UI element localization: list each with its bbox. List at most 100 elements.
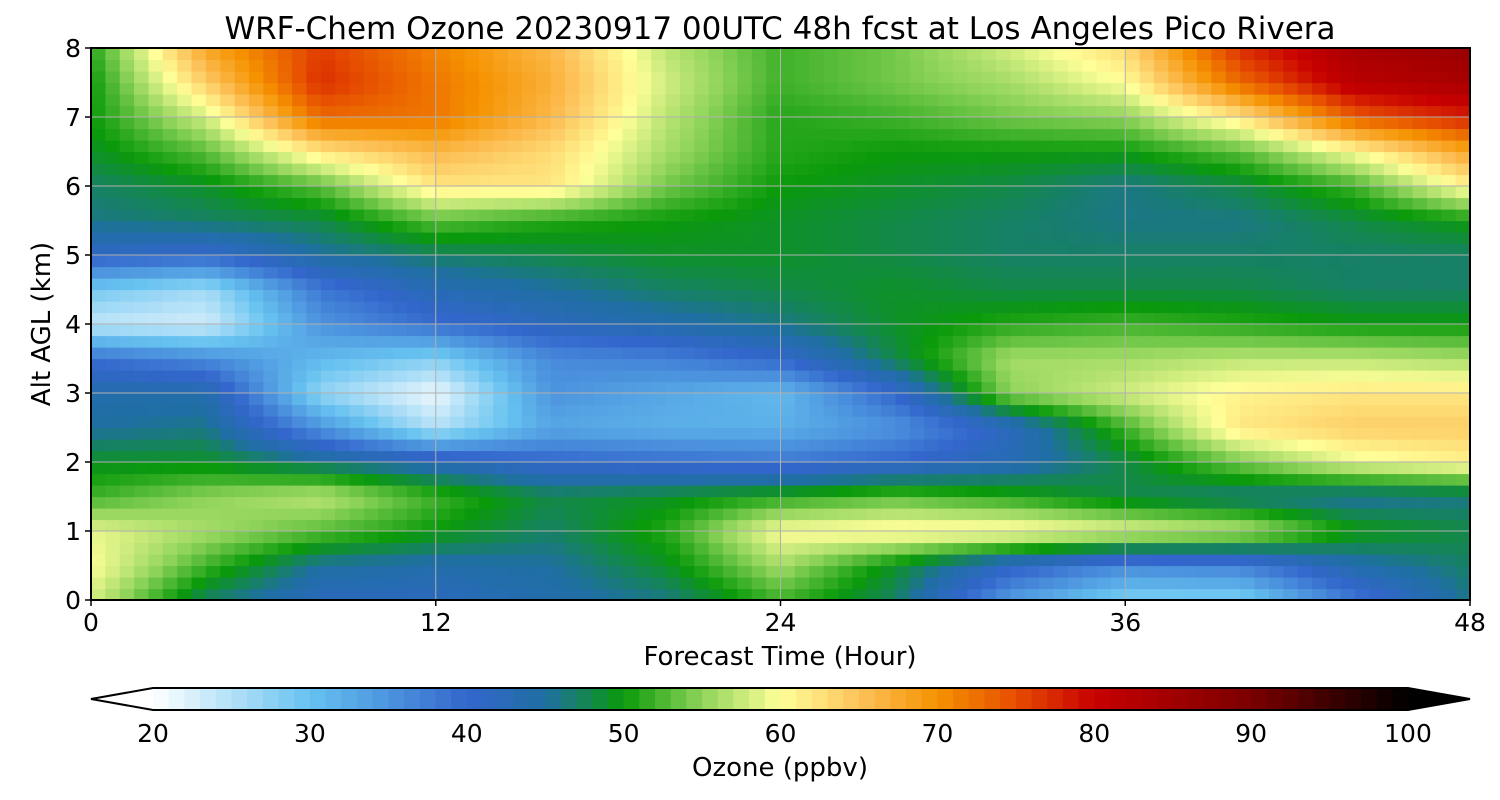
heatmap-cell (363, 324, 379, 337)
heatmap-cell (1024, 266, 1040, 279)
heatmap-cell (1283, 508, 1299, 521)
heatmap-cell (1125, 289, 1141, 302)
heatmap-cell (191, 186, 207, 199)
heatmap-cell (1283, 358, 1299, 371)
heatmap-cell (1010, 71, 1026, 84)
heatmap-cell (435, 588, 451, 600)
heatmap-cell (407, 393, 422, 406)
heatmap-cell (320, 278, 336, 291)
heatmap-cell (1426, 473, 1442, 486)
heatmap-cell (751, 255, 767, 268)
heatmap-cell (105, 347, 121, 360)
heatmap-cell (1053, 186, 1069, 199)
heatmap-cell (1254, 358, 1270, 371)
heatmap-cell (234, 554, 250, 567)
heatmap-cell (234, 496, 250, 509)
x-tick-label: 0 (83, 608, 99, 637)
colorbar-segment (341, 688, 358, 710)
heatmap-cell (148, 565, 164, 578)
heatmap-cell (292, 577, 308, 590)
heatmap-cell (938, 370, 954, 383)
heatmap-cell (823, 128, 839, 141)
heatmap-cell (1297, 381, 1313, 394)
heatmap-cell (1455, 289, 1470, 302)
heatmap-cell (478, 163, 494, 176)
heatmap-cell (866, 335, 882, 348)
heatmap-cell (1024, 404, 1040, 417)
heatmap-cell (220, 243, 236, 256)
heatmap-cell (737, 186, 753, 199)
heatmap-cell (162, 554, 178, 567)
heatmap-cell (837, 278, 853, 291)
heatmap-cell (1153, 485, 1169, 498)
heatmap-cell (780, 519, 796, 532)
heatmap-cell (1383, 519, 1399, 532)
heatmap-cell (277, 209, 293, 222)
heatmap-cell (263, 324, 279, 337)
heatmap-cell (1182, 163, 1198, 176)
heatmap-cell (636, 439, 652, 452)
heatmap-cell (1326, 473, 1342, 486)
heatmap-cell (1139, 289, 1155, 302)
heatmap-cell (881, 289, 897, 302)
heatmap-cell (579, 370, 595, 383)
heatmap-cell (1254, 105, 1270, 118)
heatmap-cell (363, 186, 379, 199)
heatmap-cell (464, 324, 480, 337)
colorbar-tick-label: 50 (608, 719, 640, 748)
heatmap-cell (191, 255, 207, 268)
heatmap-cell (593, 370, 609, 383)
heatmap-cell (464, 404, 480, 417)
heatmap-cell (1225, 496, 1241, 509)
heatmap-cell (1240, 335, 1256, 348)
colorbar-segment (670, 688, 687, 710)
heatmap-cell (1297, 117, 1313, 130)
heatmap-cell (1082, 335, 1098, 348)
heatmap-cell (579, 151, 595, 164)
heatmap-cell (1240, 358, 1256, 371)
heatmap-cell (995, 94, 1011, 107)
heatmap-cell (881, 140, 897, 153)
heatmap-cell (1039, 347, 1055, 360)
heatmap-cell (421, 255, 437, 268)
heatmap-cell (823, 209, 839, 222)
heatmap-cell (952, 554, 968, 567)
heatmap-cell (967, 358, 983, 371)
heatmap-cell (105, 151, 121, 164)
heatmap-cell (1426, 462, 1442, 475)
heatmap-cell (162, 220, 178, 233)
heatmap-cell (852, 301, 868, 314)
heatmap-cell (1254, 450, 1270, 463)
heatmap-cell (1110, 462, 1126, 475)
heatmap-cell (622, 301, 638, 314)
heatmap-cell (981, 312, 997, 325)
heatmap-cell (1268, 48, 1284, 61)
heatmap-cell (1211, 519, 1227, 532)
heatmap-cell (162, 243, 178, 256)
heatmap-cell (1096, 427, 1112, 440)
heatmap-cell (119, 496, 135, 509)
heatmap-cell (550, 496, 566, 509)
heatmap-cell (766, 71, 782, 84)
heatmap-cell (263, 82, 279, 95)
heatmap-cell (306, 531, 322, 544)
heatmap-cell (737, 393, 753, 406)
heatmap-cell (1139, 370, 1155, 383)
heatmap-cell (435, 266, 451, 279)
heatmap-cell (392, 416, 408, 429)
heatmap-cell (1010, 335, 1026, 348)
heatmap-cell (751, 71, 767, 84)
heatmap-cell (679, 105, 695, 118)
heatmap-cell (1340, 531, 1356, 544)
heatmap-cell (421, 209, 437, 222)
heatmap-cell (780, 197, 796, 210)
heatmap-cell (407, 473, 422, 486)
heatmap-cell (320, 496, 336, 509)
heatmap-cell (148, 117, 164, 130)
heatmap-cell (866, 186, 882, 199)
heatmap-cell (1369, 335, 1385, 348)
heatmap-cell (220, 186, 236, 199)
heatmap-cell (780, 577, 796, 590)
heatmap-cell (1412, 542, 1428, 555)
heatmap-cell (708, 324, 724, 337)
